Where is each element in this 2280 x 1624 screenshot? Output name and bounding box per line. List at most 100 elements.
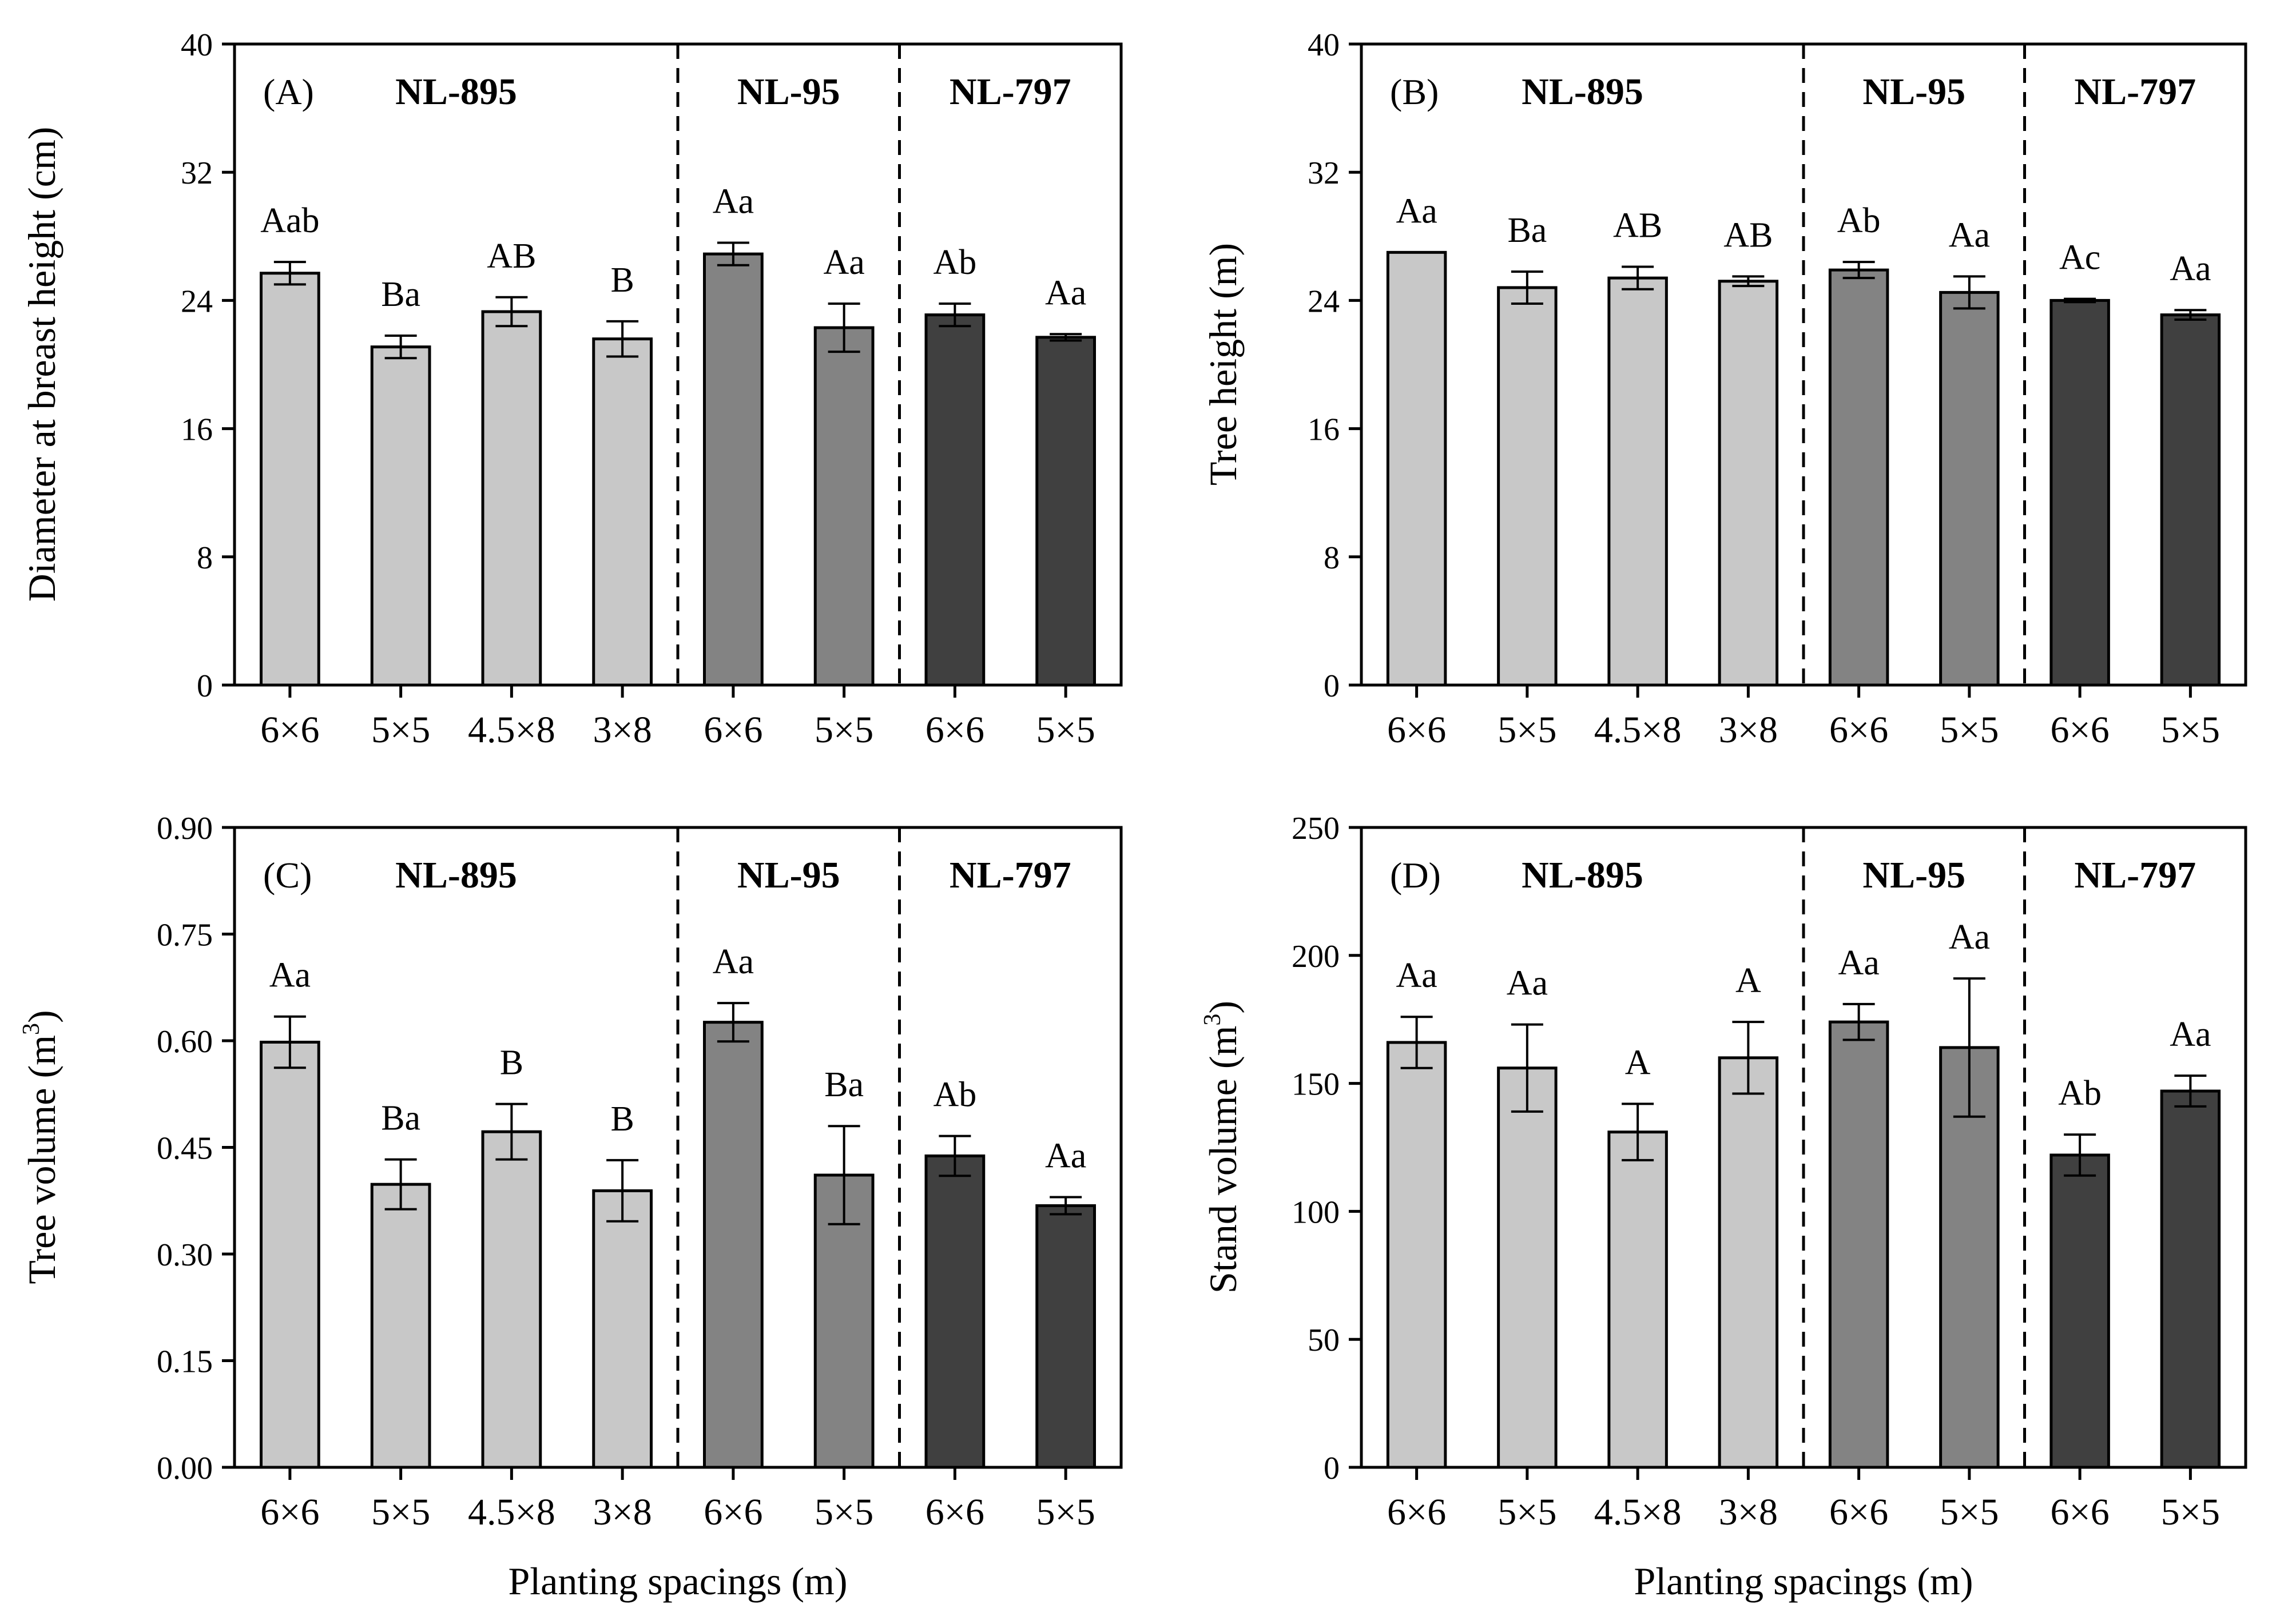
- bar: [592, 1189, 653, 1469]
- y-tick-label: 150: [1292, 1067, 1340, 1102]
- y-tick-label: 50: [1308, 1323, 1340, 1358]
- bar: [2049, 298, 2110, 687]
- x-tick-label: 4.5×8: [1594, 1491, 1682, 1533]
- group-title: NL-95: [1862, 854, 1965, 896]
- x-axis-title: Planting spacings (m): [508, 1559, 847, 1603]
- x-tick-label: 3×8: [593, 1491, 652, 1533]
- y-axis-title: Tree volume (m3): [18, 1010, 63, 1284]
- y-tick-label: 100: [1292, 1195, 1340, 1230]
- significance-label: Aa: [1949, 918, 1990, 957]
- group-title: NL-895: [1522, 71, 1643, 113]
- x-tick-label: 5×5: [371, 1491, 430, 1533]
- x-tick-label: 5×5: [2161, 1491, 2220, 1533]
- significance-label: Aab: [260, 201, 319, 240]
- y-tick-label: 24: [181, 284, 213, 319]
- y-tick-label: 16: [181, 412, 213, 448]
- y-axis-title: Diameter at breast height (cm): [20, 127, 63, 602]
- significance-label: Ab: [933, 1076, 976, 1114]
- y-tick-label: 0: [1324, 1451, 1340, 1486]
- bar: [592, 337, 653, 687]
- y-tick-label: 40: [1308, 27, 1340, 63]
- bar: [260, 1040, 320, 1469]
- group-title: NL-895: [395, 854, 517, 896]
- bar: [1497, 286, 1558, 687]
- y-axis-title: Stand volume (m3): [1199, 1001, 1245, 1293]
- bar: [924, 1154, 986, 1469]
- x-tick-label: 5×5: [1036, 709, 1095, 751]
- bar: [2160, 313, 2221, 687]
- y-tick-label: 8: [197, 540, 213, 576]
- group-title: NL-95: [737, 854, 840, 896]
- x-tick-label: 6×6: [1387, 709, 1446, 751]
- bar: [1718, 280, 1779, 687]
- significance-label: Aa: [1838, 944, 1879, 982]
- group-title: NL-95: [737, 71, 840, 113]
- panel-tag: (A): [263, 71, 314, 112]
- y-tick-label: 0.00: [157, 1451, 213, 1486]
- group-title: NL-797: [950, 854, 1071, 896]
- x-tick-label: 6×6: [1829, 709, 1888, 751]
- y-tick-label: 0.75: [157, 918, 213, 953]
- significance-label: Ba: [1507, 211, 1547, 250]
- x-tick-label: 3×8: [1719, 1491, 1778, 1533]
- chart-panel-2: Aa Ba AB AB Ab Aa Ac Aa NL-895 NL-95 NL-797 (B) 0 8 16…: [1201, 27, 2247, 751]
- x-tick-label: 5×5: [1498, 709, 1556, 751]
- y-tick-label: 0: [1324, 668, 1340, 704]
- y-tick-label: 0.15: [157, 1344, 213, 1380]
- x-tick-label: 6×6: [925, 709, 984, 751]
- significance-label: Ba: [381, 1099, 420, 1138]
- bar: [1828, 1020, 1889, 1469]
- significance-label: Ba: [824, 1065, 864, 1104]
- x-tick-label: 3×8: [593, 709, 652, 751]
- chart-panel-1: Aab Ba AB B Aa Aa Ab Aa NL-895 NL-95 NL-797 (A) 0 8 16…: [20, 27, 1123, 751]
- y-tick-label: 0.60: [157, 1024, 213, 1060]
- significance-label: Aa: [1507, 964, 1548, 1003]
- significance-label: Aa: [1396, 192, 1437, 230]
- x-tick-label: 5×5: [1940, 709, 1999, 751]
- y-tick-label: 24: [1308, 284, 1340, 319]
- significance-label: Ba: [381, 275, 420, 314]
- significance-label: A: [1735, 961, 1761, 1000]
- x-tick-label: 6×6: [260, 709, 319, 751]
- x-tick-label: 6×6: [2051, 1491, 2110, 1533]
- x-axis-title: Planting spacings (m): [1634, 1559, 1973, 1603]
- y-tick-label: 32: [1308, 156, 1340, 191]
- y-tick-label: 40: [181, 27, 213, 63]
- y-tick-label: 0.30: [157, 1237, 213, 1273]
- x-tick-label: 5×5: [371, 709, 430, 751]
- x-tick-label: 6×6: [704, 709, 762, 751]
- bar: [2049, 1153, 2110, 1469]
- significance-label: Aa: [1949, 216, 1990, 254]
- plot-frame: [1360, 826, 2247, 1469]
- bar: [1828, 268, 1889, 687]
- significance-label: B: [500, 1044, 523, 1082]
- x-tick-label: 5×5: [1036, 1491, 1095, 1533]
- x-tick-label: 5×5: [1498, 1491, 1556, 1533]
- plot-frame: [233, 42, 1123, 687]
- significance-label: Aa: [713, 942, 754, 981]
- x-tick-label: 4.5×8: [1594, 709, 1682, 751]
- significance-label: Aa: [1045, 273, 1086, 312]
- chart-panel-3: Aa Ba B B Aa Ba Ab Aa NL-895 NL-95 NL-797 (C) 0.00 0.…: [18, 811, 1123, 1603]
- group-title: NL-797: [2074, 71, 2196, 113]
- x-tick-label: 3×8: [1719, 709, 1778, 751]
- x-tick-label: 4.5×8: [468, 1491, 555, 1533]
- bar: [1607, 1131, 1668, 1469]
- bar: [1497, 1066, 1558, 1469]
- significance-label: Aa: [269, 956, 311, 995]
- significance-label: Aa: [1396, 956, 1437, 995]
- x-tick-label: 6×6: [704, 1491, 762, 1533]
- x-tick-label: 6×6: [1387, 1491, 1446, 1533]
- y-axis-title: Tree height (m): [1201, 243, 1245, 485]
- bar: [703, 1021, 764, 1469]
- significance-label: Ab: [933, 243, 976, 282]
- bar: [1386, 250, 1447, 687]
- bar: [1607, 276, 1668, 687]
- x-tick-label: 6×6: [260, 1491, 319, 1533]
- significance-label: AB: [1613, 206, 1662, 245]
- bar: [703, 252, 764, 687]
- group-title: NL-95: [1862, 71, 1965, 113]
- bar: [1035, 336, 1096, 687]
- group-title: NL-797: [2074, 854, 2196, 896]
- panel-tag: (D): [1390, 855, 1441, 895]
